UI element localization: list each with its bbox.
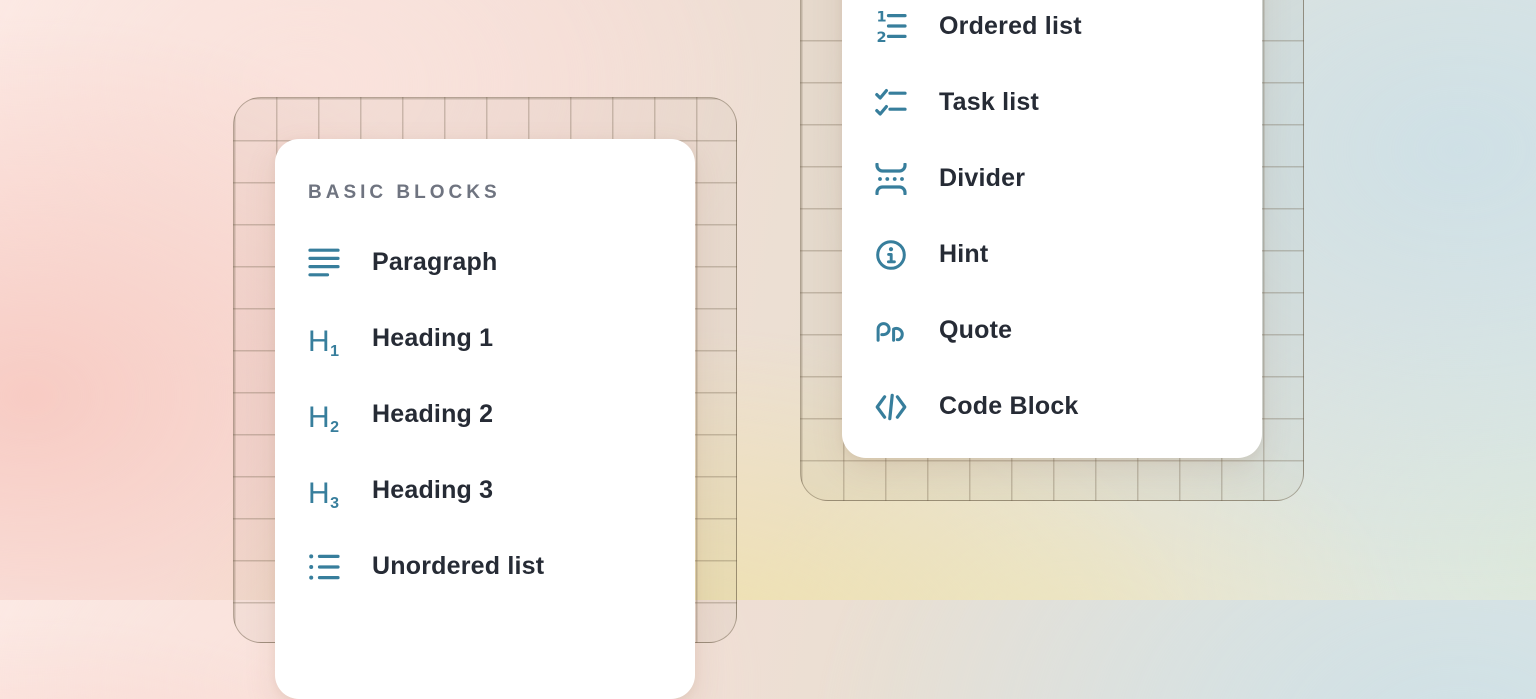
quote-icon: [875, 315, 907, 347]
svg-text:2: 2: [877, 30, 887, 43]
paragraph-icon: [308, 247, 340, 279]
svg-text:1: 1: [877, 11, 887, 25]
divider-icon: [875, 163, 907, 195]
menu-item-quote[interactable]: Quote: [842, 293, 1262, 369]
hint-icon: [875, 239, 907, 271]
menu-item-code-block[interactable]: Code Block: [842, 369, 1262, 445]
section-label: BASIC BLOCKS: [308, 182, 501, 203]
menu-item-hint[interactable]: Hint: [842, 217, 1262, 293]
code-block-icon: [875, 391, 907, 423]
menu-item-task-list[interactable]: Task list: [842, 65, 1262, 141]
task-list-icon: [875, 87, 907, 119]
menu-item-unordered-list[interactable]: Unordered list: [275, 529, 695, 605]
menu-item-paragraph[interactable]: Paragraph: [275, 225, 695, 301]
menu-item-divider[interactable]: Divider: [842, 141, 1262, 217]
unordered-list-icon: [308, 551, 340, 583]
